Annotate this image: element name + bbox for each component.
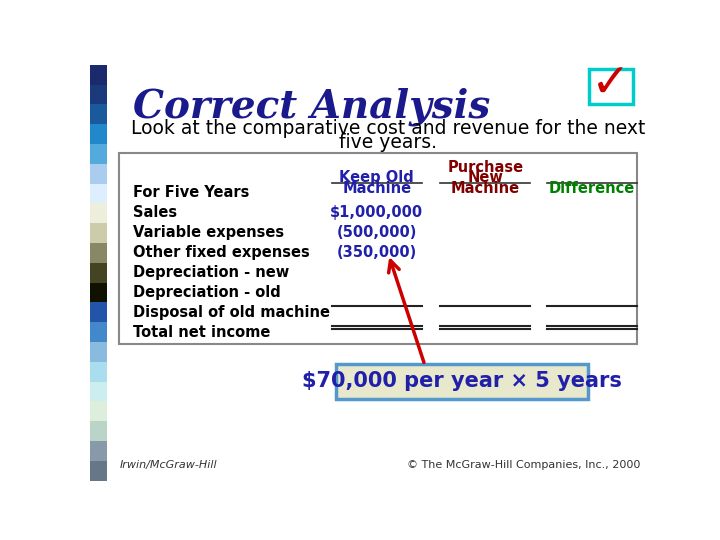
Text: Depreciation - new: Depreciation - new	[132, 265, 289, 280]
Bar	[90, 342, 107, 362]
Text: Correct Analysis: Correct Analysis	[132, 88, 490, 126]
Bar	[90, 401, 107, 421]
Bar	[90, 282, 107, 302]
Text: (500,000): (500,000)	[336, 225, 417, 240]
Text: Irwin/McGraw-Hill: Irwin/McGraw-Hill	[120, 460, 217, 470]
Bar	[90, 104, 107, 124]
Bar	[90, 382, 107, 401]
Bar	[90, 362, 107, 382]
Text: $1,000,000: $1,000,000	[330, 205, 423, 220]
Text: Depreciation - old: Depreciation - old	[132, 285, 280, 300]
Text: five years.: five years.	[339, 132, 437, 152]
FancyBboxPatch shape	[336, 363, 588, 399]
FancyBboxPatch shape	[589, 69, 634, 104]
Bar	[90, 184, 107, 204]
Bar	[90, 65, 107, 85]
Text: Sales: Sales	[132, 205, 176, 220]
Bar	[90, 322, 107, 342]
Bar	[90, 204, 107, 223]
Text: Look at the comparative cost and revenue for the next: Look at the comparative cost and revenue…	[131, 119, 646, 138]
Bar	[90, 302, 107, 322]
Bar	[90, 421, 107, 441]
Text: Purchase: Purchase	[447, 159, 523, 174]
Bar	[90, 223, 107, 243]
Text: Total net income: Total net income	[132, 325, 270, 340]
Text: ✓: ✓	[591, 62, 631, 107]
Text: For Five Years: For Five Years	[132, 185, 249, 200]
Text: Disposal of old machine: Disposal of old machine	[132, 305, 330, 320]
Text: Difference: Difference	[549, 181, 635, 196]
Bar	[90, 441, 107, 461]
Bar	[90, 85, 107, 104]
Text: (350,000): (350,000)	[337, 245, 417, 260]
Text: New: New	[467, 170, 503, 185]
Bar	[90, 461, 107, 481]
Bar	[90, 263, 107, 282]
Text: Variable expenses: Variable expenses	[132, 225, 284, 240]
Bar	[90, 124, 107, 144]
Bar	[90, 164, 107, 184]
Bar	[90, 144, 107, 164]
FancyBboxPatch shape	[120, 153, 637, 343]
Text: Machine: Machine	[451, 181, 520, 196]
Text: Other fixed expenses: Other fixed expenses	[132, 245, 310, 260]
Text: Machine: Machine	[342, 181, 411, 196]
Text: © The McGraw-Hill Companies, Inc., 2000: © The McGraw-Hill Companies, Inc., 2000	[407, 460, 640, 470]
Text: $70,000 per year × 5 years: $70,000 per year × 5 years	[302, 372, 622, 392]
Bar	[90, 243, 107, 263]
Text: Keep Old: Keep Old	[339, 170, 414, 185]
